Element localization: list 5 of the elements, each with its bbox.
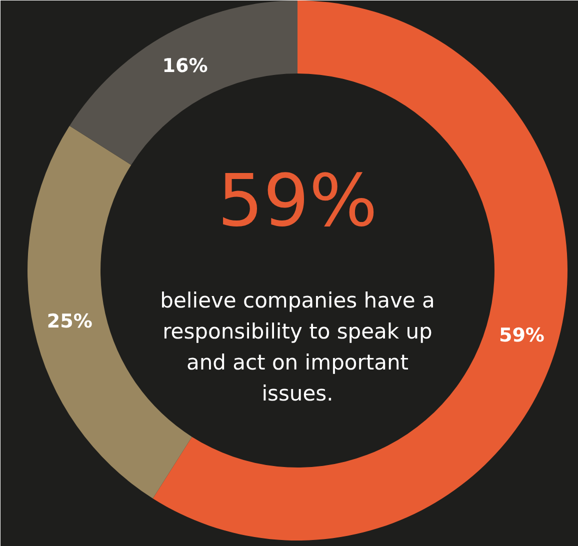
data-label: 59% xyxy=(498,324,544,347)
text: 59% xyxy=(217,158,378,242)
text: believe companies have a responsibility to speak up and act on important issues. xyxy=(160,288,435,406)
data-label: 25% xyxy=(46,310,92,332)
data-label: 16% xyxy=(162,54,208,77)
